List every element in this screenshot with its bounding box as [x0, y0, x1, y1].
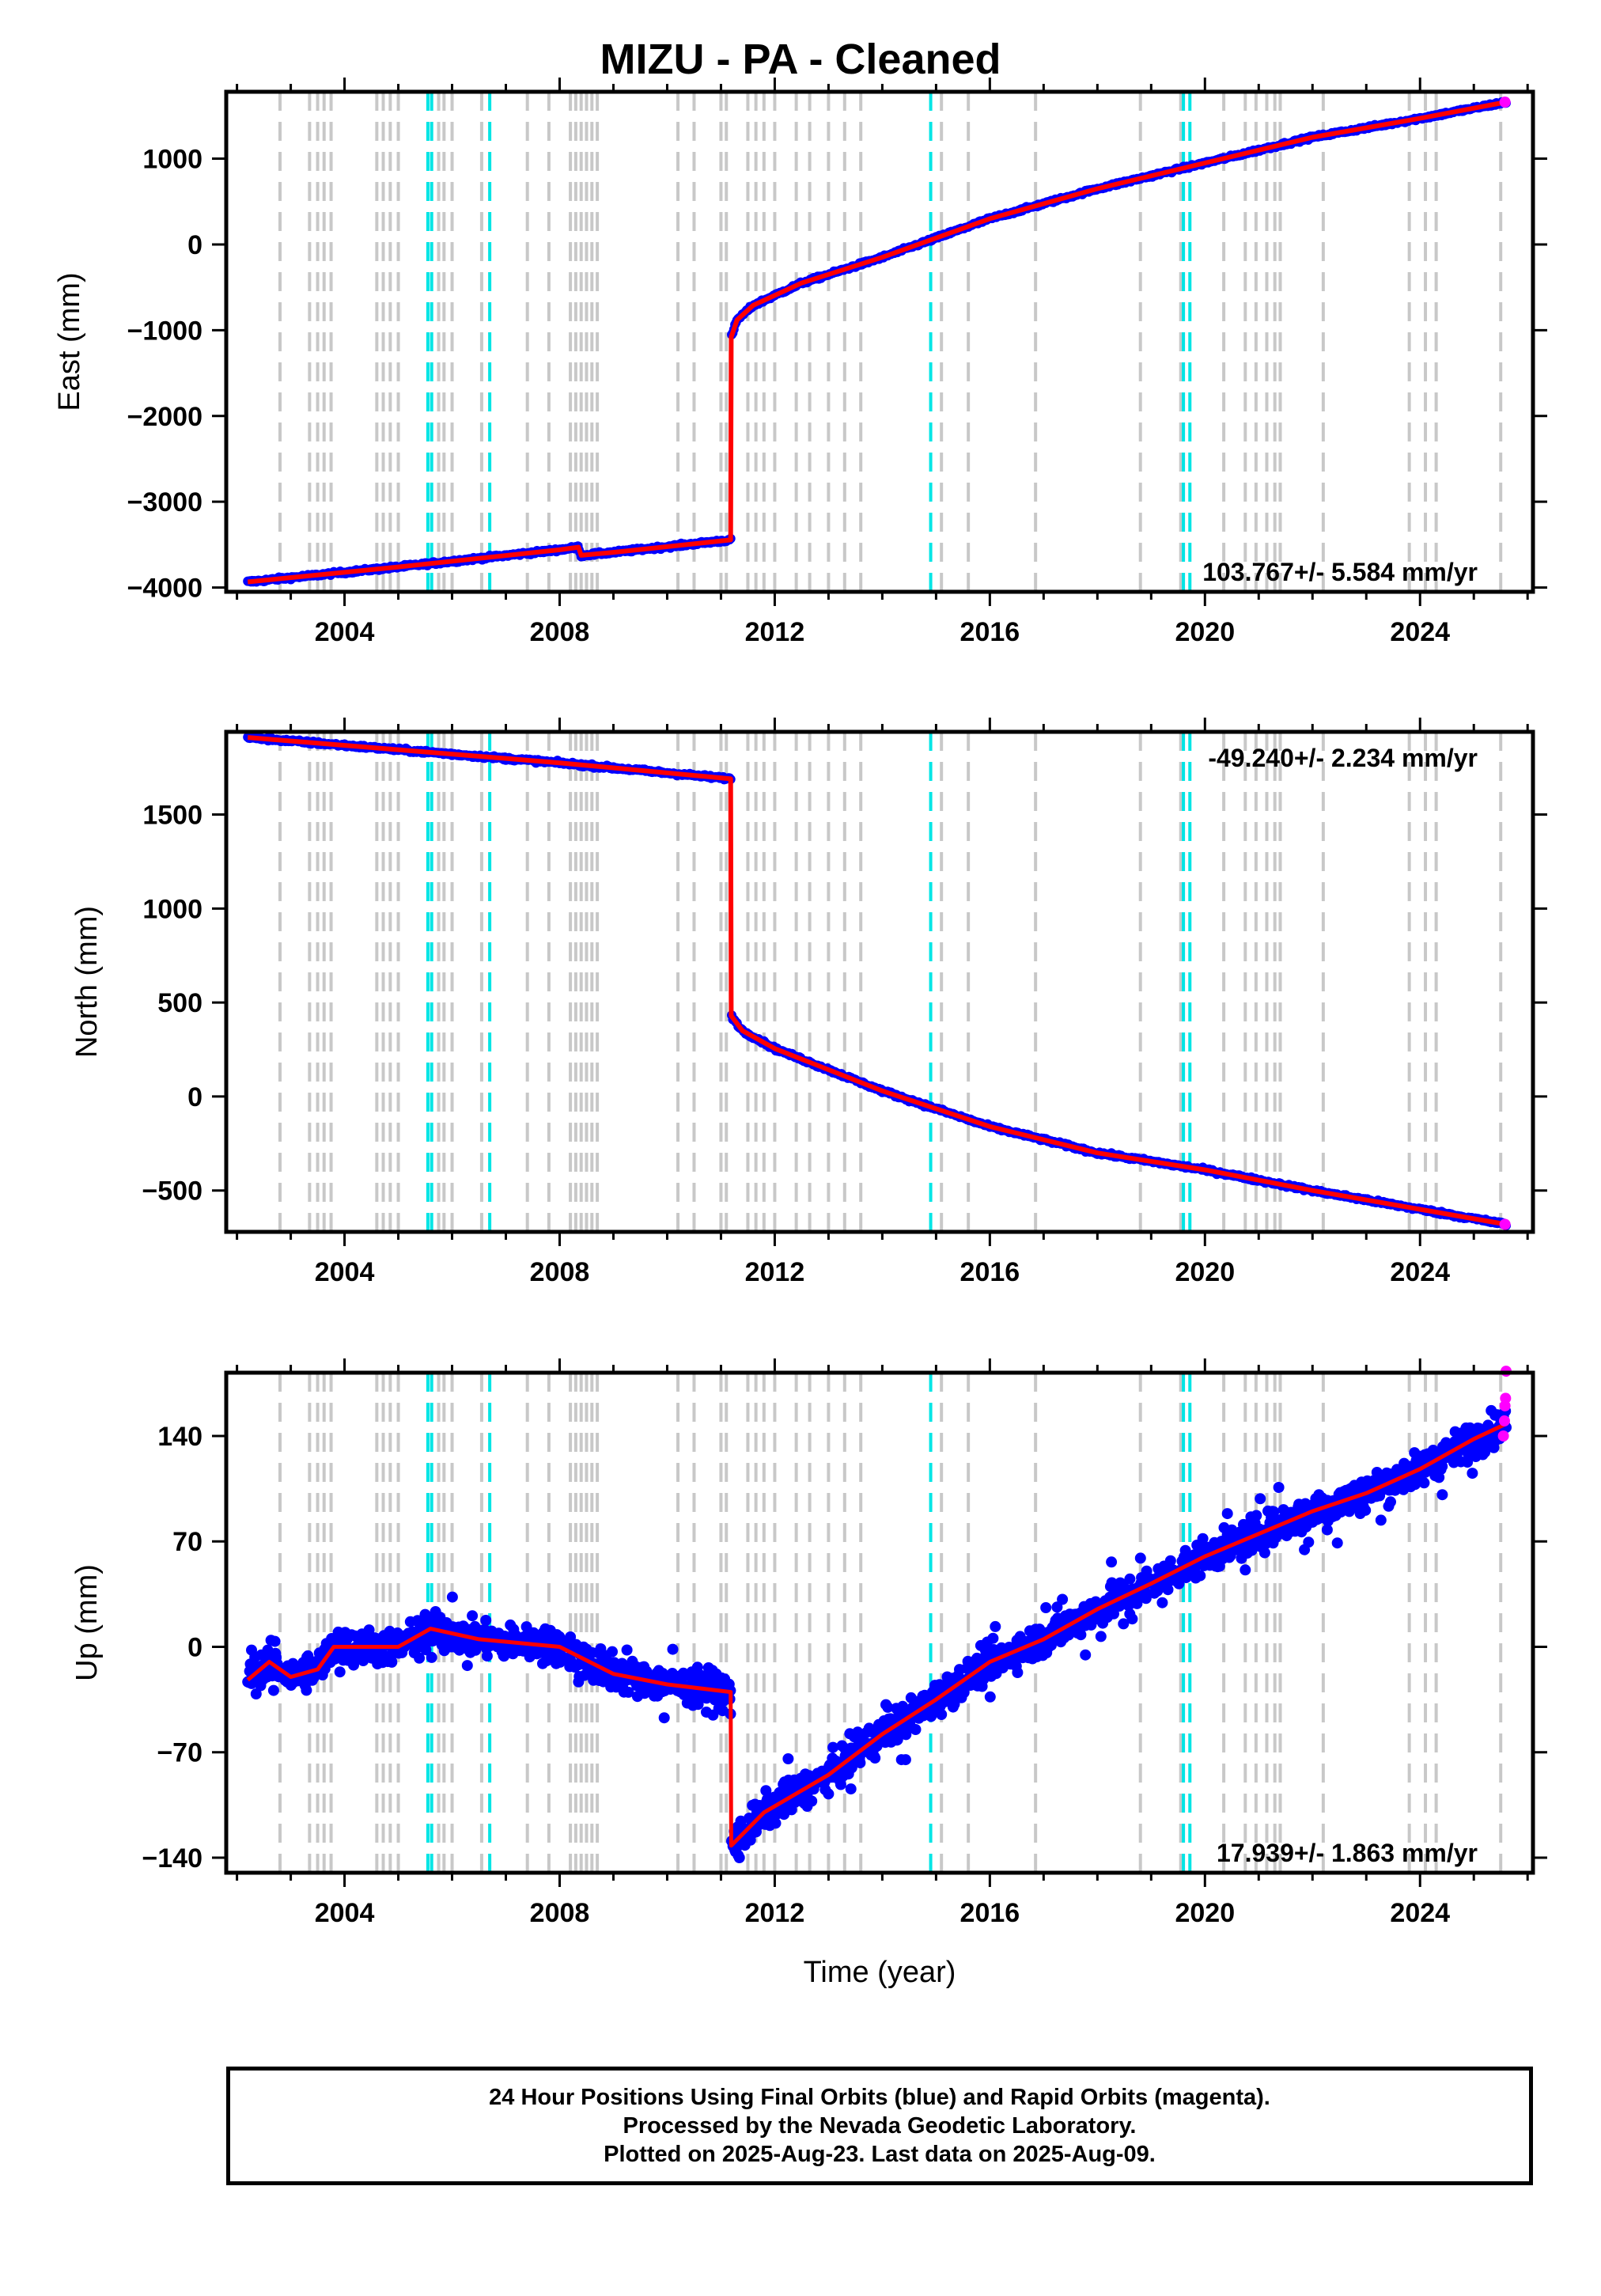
y-axis-label: East (mm)	[53, 272, 86, 411]
x-tick-label: 2020	[1175, 1257, 1235, 1287]
velocity-annotation: 17.939+/- 1.863 mm/yr	[1217, 1839, 1478, 1867]
velocity-annotation: -49.240+/- 2.234 mm/yr	[1208, 744, 1478, 772]
x-tick-label: 2016	[960, 1257, 1020, 1287]
rapid-orbit-point	[1499, 97, 1511, 108]
rapid-orbit-point	[1499, 1218, 1511, 1230]
panel-frame	[224, 89, 1535, 594]
panel-1: 2004 2008 2012 2016 2020 2024 1000 0 −1000 −2000 −…	[53, 78, 1547, 647]
x-tick-label: 2008	[530, 1257, 590, 1287]
chart-title: MIZU - PA - Cleaned	[600, 36, 1001, 83]
x-tick-label: 2016	[960, 617, 1020, 647]
y-tick-label: 500	[157, 988, 202, 1018]
y-tick-label: −500	[142, 1176, 202, 1207]
x-tick-label: 2004	[315, 617, 375, 647]
plot-area	[243, 732, 1512, 1232]
panel-3: 2004 2008 2012 2016 2020 2024 140 70 0 −70 −140 Up …	[70, 1358, 1547, 1928]
y-tick-label: −70	[157, 1738, 202, 1768]
x-tick-label: 2008	[530, 617, 590, 647]
y-tick-label: −3000	[127, 487, 203, 517]
y-tick-label: 0	[187, 230, 202, 260]
y-axis-label: North (mm)	[70, 906, 104, 1058]
rapid-orbit-point	[1498, 1415, 1510, 1426]
y-tick-label: −2000	[127, 402, 203, 432]
y-tick-label: 0	[187, 1082, 202, 1112]
charts-canvas: 2004 2008 2012 2016 2020 2024 1000 0 −1000 −2000 −…	[53, 78, 1547, 1989]
plot-area	[242, 1373, 1512, 1873]
footer-line-plotted: Plotted on 2025-Aug-23. Last data on 202…	[604, 2142, 1156, 2167]
y-tick-label: 1500	[142, 801, 202, 831]
model-line	[247, 735, 1507, 1227]
panel-frame	[224, 729, 1535, 1234]
panel-2: 2004 2008 2012 2016 2020 2024 1500 1000 500 0 −500…	[70, 718, 1547, 1287]
x-tick-label: 2012	[745, 1898, 805, 1928]
y-tick-label: 0	[187, 1632, 202, 1662]
x-tick-label: 2024	[1390, 617, 1450, 647]
x-tick-label: 2024	[1390, 1257, 1450, 1287]
panel-frame	[224, 1370, 1535, 1875]
x-tick-label: 2024	[1390, 1898, 1450, 1928]
x-tick-label: 2008	[530, 1898, 590, 1928]
footer-line-orbits: 24 Hour Positions Using Final Orbits (bl…	[489, 2085, 1270, 2110]
footer-line-processed: Processed by the Nevada Geodetic Laborat…	[623, 2113, 1137, 2139]
model-line	[247, 100, 1507, 585]
y-tick-label: 140	[157, 1422, 202, 1452]
y-tick-label: 1000	[142, 894, 202, 924]
velocity-annotation: 103.767+/- 5.584 mm/yr	[1202, 558, 1478, 586]
rapid-orbit-point	[1500, 1392, 1512, 1404]
x-tick-label: 2004	[315, 1898, 375, 1928]
x-tick-label: 2016	[960, 1898, 1020, 1928]
footer-legend-box: 24 Hour Positions Using Final Orbits (bl…	[226, 2067, 1533, 2185]
x-tick-label: 2020	[1175, 1898, 1235, 1928]
final-orbit-points	[243, 97, 1512, 587]
y-tick-label: 70	[172, 1527, 202, 1557]
model-line	[246, 1422, 1508, 1848]
x-axis-label: Time (year)	[804, 1956, 956, 1989]
final-orbit-points	[242, 1404, 1512, 1863]
plot-area	[243, 92, 1512, 592]
y-axis-label: Up (mm)	[70, 1564, 104, 1681]
y-tick-label: −140	[142, 1843, 202, 1874]
rapid-orbit-point	[1497, 1430, 1509, 1442]
y-tick-label: 1000	[142, 145, 202, 175]
y-tick-label: −4000	[127, 574, 203, 604]
y-tick-label: −1000	[127, 316, 203, 346]
x-tick-label: 2004	[315, 1257, 375, 1287]
x-tick-label: 2020	[1175, 617, 1235, 647]
x-tick-label: 2012	[745, 617, 805, 647]
x-tick-label: 2012	[745, 1257, 805, 1287]
final-orbit-points	[243, 732, 1512, 1231]
